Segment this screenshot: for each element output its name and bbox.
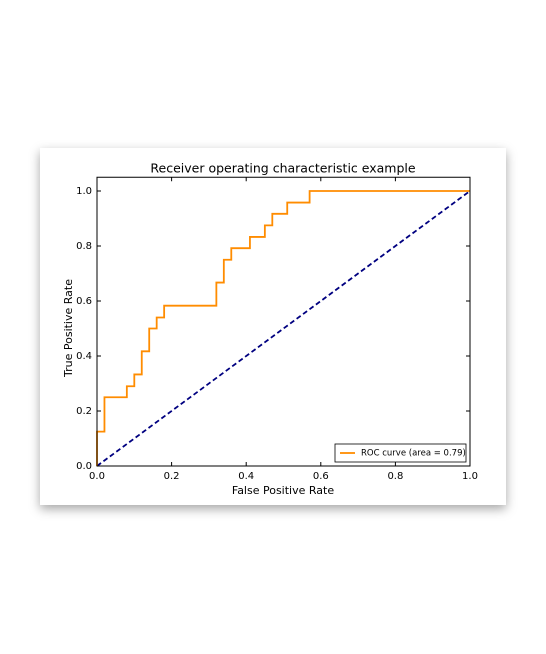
- x-tick-label: 0.4: [238, 471, 254, 482]
- line: [96, 190, 471, 467]
- x-tick-label: 1.0: [462, 471, 478, 482]
- chart-title: Receiver operating characteristic exampl…: [150, 161, 416, 176]
- y-tick-label: 0.2: [76, 406, 92, 417]
- y-axis-label: True Positive Rate: [62, 279, 75, 378]
- x-tick-label: 0.0: [89, 471, 105, 482]
- x-tick-label: 0.8: [387, 471, 403, 482]
- x-tick-label: 0.2: [164, 471, 180, 482]
- y-tick-label: 0.0: [76, 461, 92, 472]
- y-tick-label: 0.8: [76, 241, 92, 252]
- x-tick-label: 0.6: [313, 471, 329, 482]
- legend-label: ROC curve (area = 0.79): [361, 449, 466, 459]
- plot-frame: [96, 176, 471, 467]
- line: [96, 190, 470, 466]
- y-tick-label: 0.4: [76, 351, 92, 362]
- legend-box: [334, 443, 467, 463]
- y-tick-label: 0.6: [76, 296, 92, 307]
- y-tick-label: 1.0: [76, 186, 92, 197]
- x-axis-label: False Positive Rate: [232, 484, 334, 497]
